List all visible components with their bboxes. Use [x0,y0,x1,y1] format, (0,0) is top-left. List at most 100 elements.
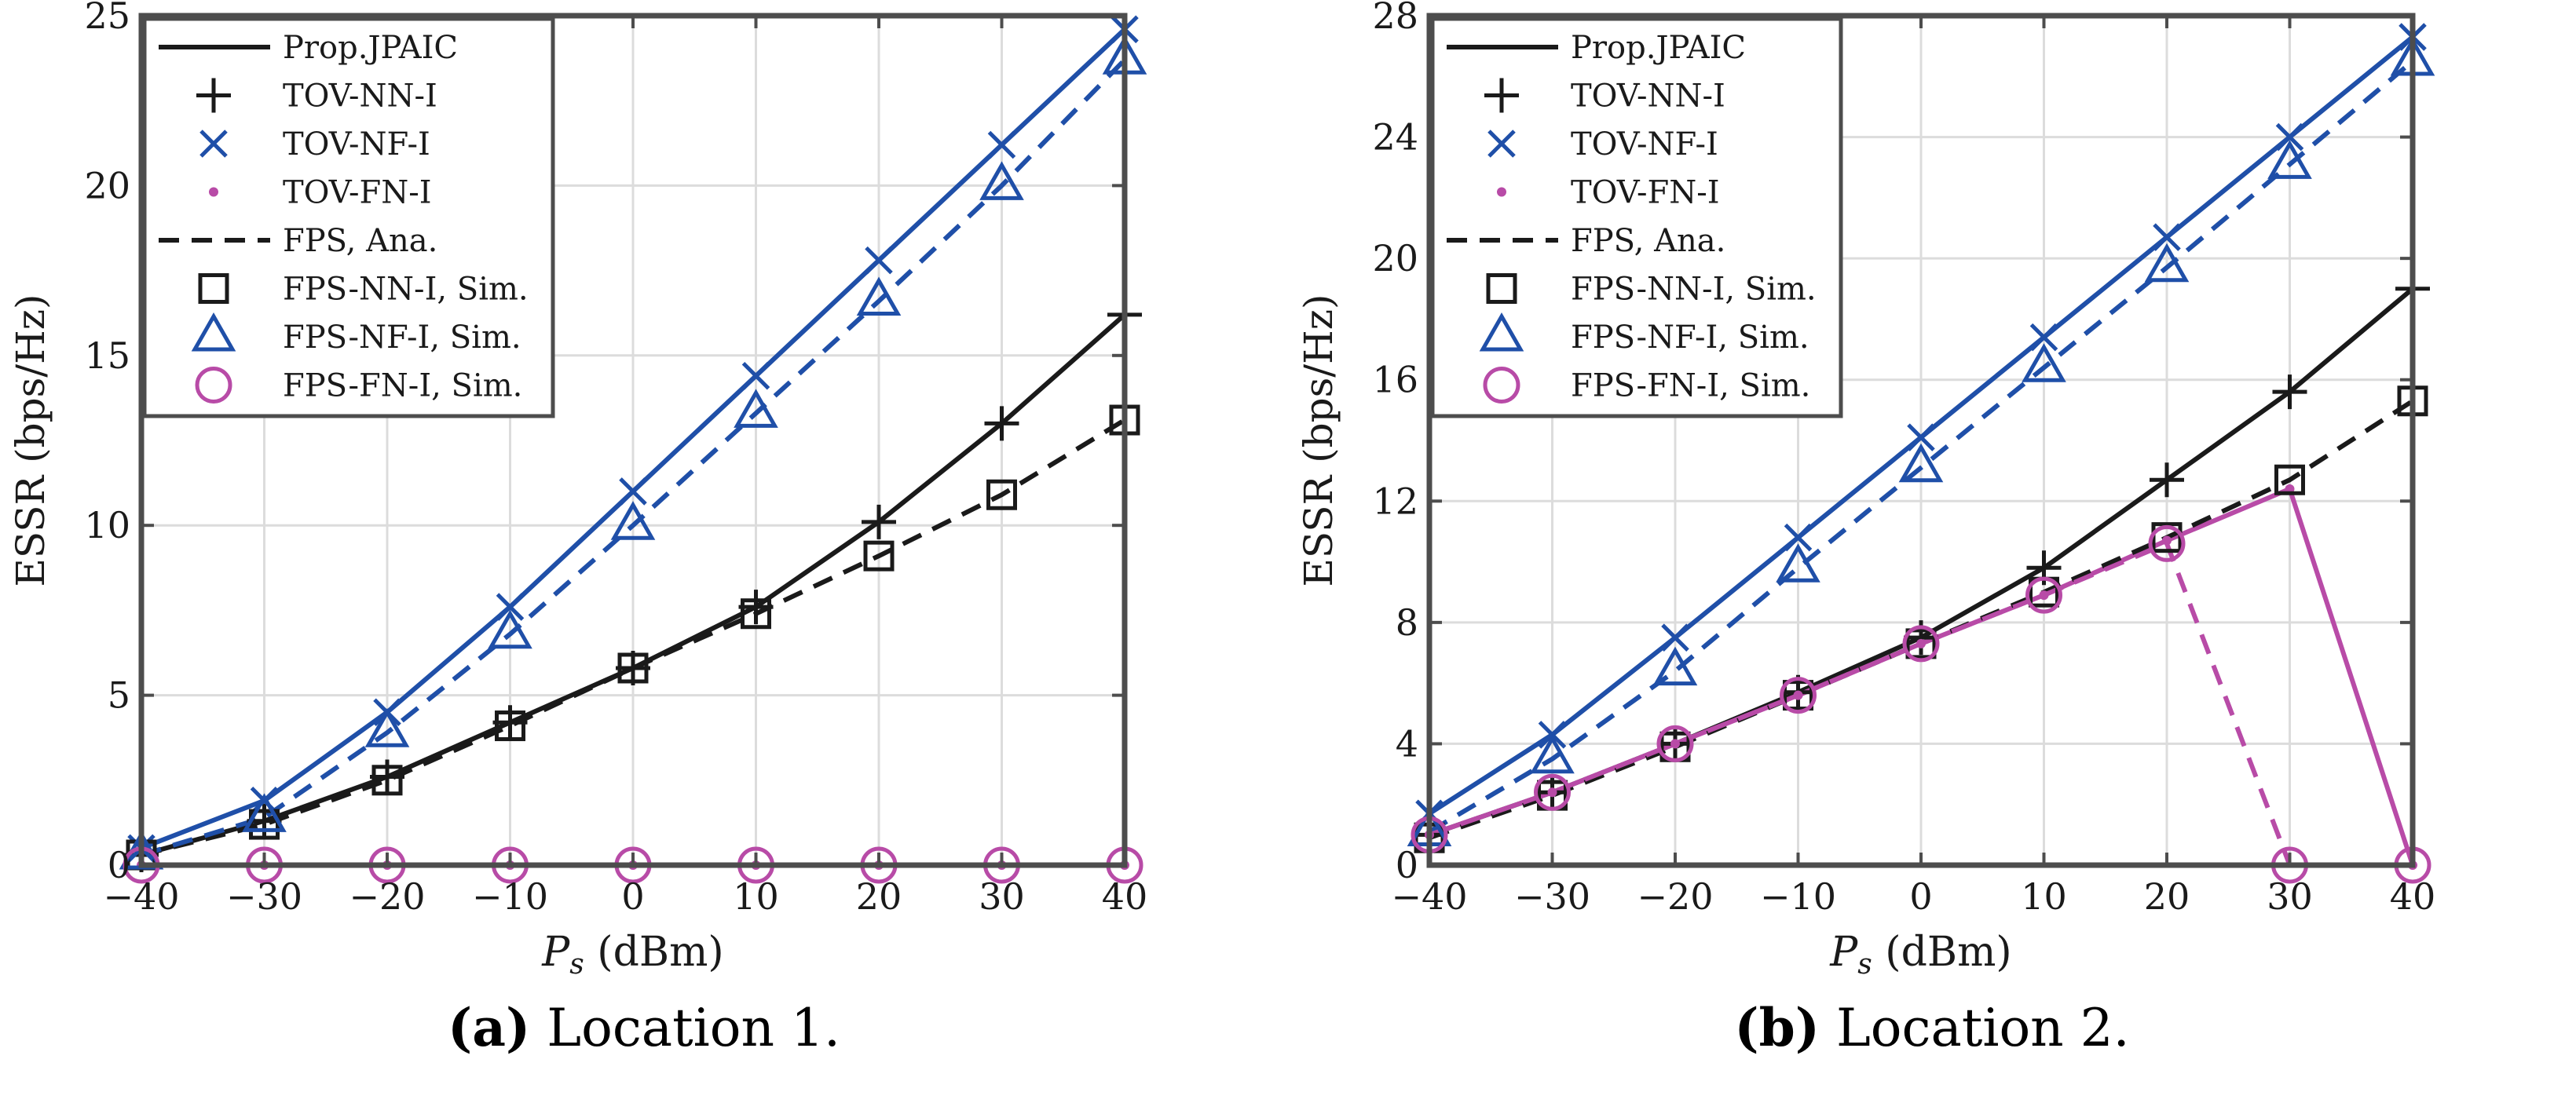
y-tick-label: 12 [1372,480,1418,522]
x-tick-label: 10 [733,875,779,918]
data-point [1780,677,1817,714]
legend-label: FPS-NF-I, Sim. [283,320,521,356]
y-tick-label: 10 [84,504,130,546]
x-tick-label: 20 [2144,875,2190,918]
data-point [496,593,525,621]
legend-label: FPS, Ana. [1571,223,1725,259]
x-axis-label-var: P [1829,929,1858,976]
data-point [1783,680,1813,711]
data-point [741,598,771,630]
x-tick-label: 10 [2021,875,2067,918]
legend-label: FPS-NN-I, Sim. [1571,272,1817,308]
legend-label: TOV-NF-I [1571,126,1718,163]
data-point [1907,423,1935,451]
data-point [2025,576,2062,614]
data-point [1905,628,1937,659]
data-point [1916,638,1926,648]
y-tick-label: 4 [1396,722,1418,765]
y-tick-label: 8 [1396,601,1418,644]
data-point [242,793,287,832]
caption-b: (b) Location 2. [1288,997,2576,1058]
chart-b-svg: −40 −30 −20 −10 0 10 20 30 40 0 4 8 12 16 20 24 28 Ps (dB… [1296,0,2435,981]
legend: Prop.JPAIC TOV-NN-I TOV-NF-I TOV-FN-I FPS, A… [1430,16,1843,418]
y-axis-label: ESSR (bps/Hz) [1296,294,1341,586]
legend-label: TOV-FN-I [283,175,432,211]
legend-label: Prop.JPAIC [283,30,458,66]
data-point [2153,223,2181,251]
data-point [986,479,1017,510]
legend-label: FPS, Ana. [283,223,437,259]
data-point [1530,734,1575,774]
data-point [2274,464,2305,495]
data-point [1784,523,1813,552]
legend-marker [1487,130,1516,158]
data-point [979,161,1024,200]
caption-text: Location 2. [1835,998,2130,1058]
data-point [1534,773,1571,811]
tick-labels: −40 −30 −20 −10 0 10 20 30 40 0 5 10 15 20 25 [84,0,1147,918]
legend-marker [196,78,231,113]
caption-text: Location 1. [547,998,840,1058]
data-point [862,504,896,539]
chart-a-svg: −40 −30 −20 −10 0 10 20 30 40 0 5 10 15 20 25 Ps (dBm) E… [8,0,1147,981]
series-line [1428,59,2414,835]
y-tick-label: 0 [108,844,130,886]
data-point [984,406,1019,441]
chart-panel-a: −40 −30 −20 −10 0 10 20 30 40 0 5 10 15 20 25 Ps (dBm) E… [0,0,1288,1058]
x-tick-label: 0 [1909,875,1932,918]
data-point [2150,462,2184,498]
legend-marker [199,130,228,158]
y-tick-label: 20 [84,164,130,206]
legend-marker [1483,367,1520,404]
x-axis-label-sub: s [569,948,584,981]
legend-label: TOV-NN-I [283,79,437,115]
data-point [1656,725,1694,762]
data-point [863,540,895,572]
data-point [1670,739,1680,749]
legend-label: TOV-NF-I [283,126,430,163]
legend-marker [195,367,232,404]
data-point [741,362,770,390]
legend-marker [209,187,218,197]
y-tick-label: 15 [84,334,130,377]
y-tick-label: 5 [108,674,130,717]
data-point [2272,374,2307,410]
data-point [2029,323,2058,352]
data-point [495,710,525,742]
data-point [617,652,649,684]
data-point [1652,646,1698,686]
x-tick-label: −40 [1391,875,1467,918]
data-point [1547,787,1557,798]
x-tick-label: −30 [1514,875,1590,918]
legend-label: TOV-FN-I [1571,175,1720,211]
x-tick-label: −20 [1637,875,1713,918]
series-line [1429,541,2413,867]
x-tick-label: −30 [226,875,302,918]
data-point [371,765,403,796]
data-point [619,477,647,506]
data-point [865,246,893,275]
data-point [1898,443,1944,483]
series-line [141,418,1126,857]
x-axis-label: Ps (dBm) [541,929,723,981]
y-tick-label: 16 [1372,359,1418,401]
caption-letter: (b) [1734,997,1820,1058]
x-axis-label-unit: (dBm) [584,929,724,976]
x-axis-label-unit: (dBm) [1872,929,2012,976]
x-tick-label: 30 [979,875,1025,918]
x-axis-label-var: P [541,929,570,976]
y-tick-label: 20 [1372,237,1418,279]
legend-label: FPS-NN-I, Sim. [283,272,529,308]
y-tick-label: 28 [1372,0,1418,37]
x-tick-label: 40 [1102,875,1148,918]
legend-marker [1484,78,1519,113]
x-tick-label: 0 [621,875,644,918]
x-tick-label: −10 [1760,875,1836,918]
legend-marker [191,312,236,352]
caption-a: (a) Location 1. [0,997,1288,1058]
data-point [488,609,532,649]
legend-marker [1479,312,1524,352]
y-axis-label: ESSR (bps/Hz) [8,294,53,586]
data-point [2162,535,2172,546]
y-tick-label: 0 [1396,844,1418,886]
